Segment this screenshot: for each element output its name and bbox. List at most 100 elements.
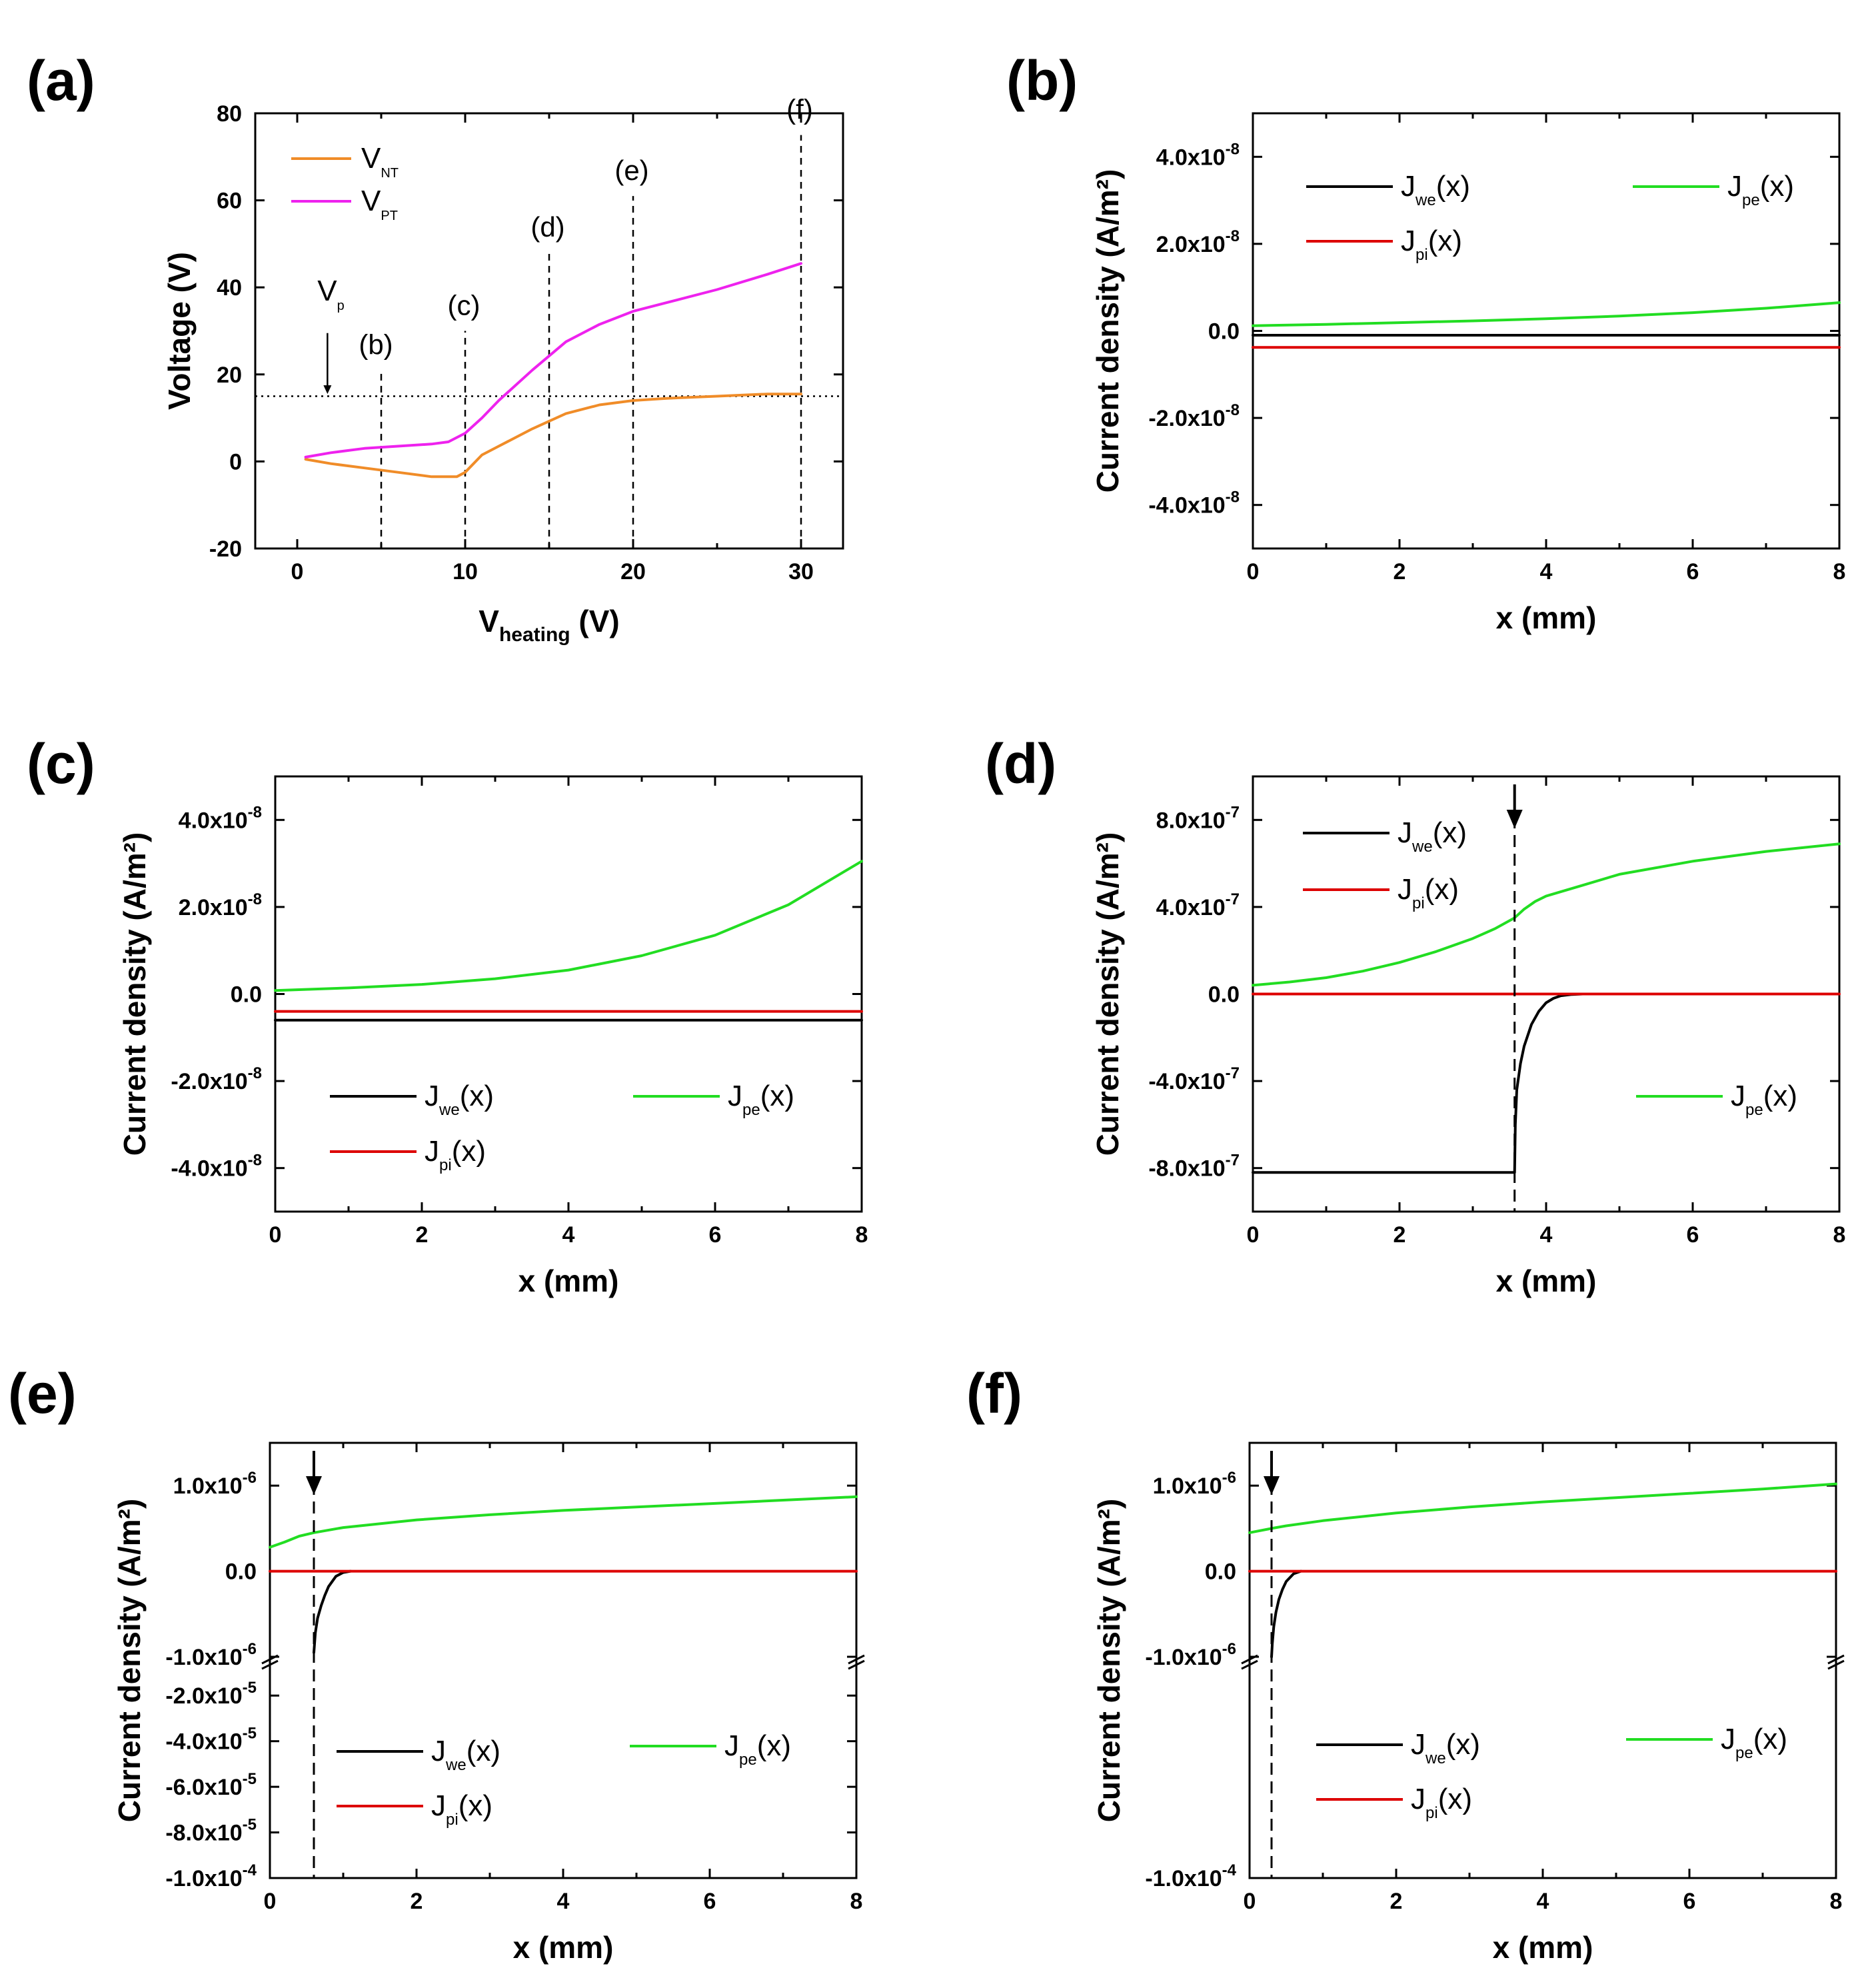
legend-name: J: [1401, 170, 1415, 203]
y-tick-mantissa: 4.0x10: [1156, 895, 1226, 920]
x-tick-label: 2: [416, 1222, 429, 1248]
legend-sub: pi: [439, 1156, 452, 1174]
legend-suffix: (x): [459, 1789, 492, 1822]
y-axis-label: Current density (A/m²): [117, 832, 152, 1156]
y-tick-label: 20: [217, 363, 242, 388]
axis-break-mark: [848, 1659, 865, 1670]
panel-label: (d): [985, 732, 1056, 795]
y-tick-mantissa: -4.0x10: [165, 1729, 242, 1755]
y-tick-label: 0: [229, 449, 242, 475]
legend-sub: pe: [1745, 1101, 1763, 1119]
chart-panel-e: (e)0 2 4 6 81.0x10-60.0-1.0x10-6-2.0x10-5-4.…: [8, 1362, 865, 1965]
legend-name: J: [425, 1135, 439, 1168]
legend-suffix: (x): [1438, 1783, 1472, 1815]
legend-suffix: (x): [1760, 170, 1794, 203]
legend-label: Jpe(x): [728, 1080, 794, 1119]
legend-label: Jpi(x): [1411, 1783, 1472, 1822]
y-tick-mantissa: -1.0x10: [165, 1645, 242, 1670]
chart-panel-d: (d)0 2 4 6 88.0x10-74.0x10-70.0-4.0x10-7-8.0…: [985, 732, 1845, 1298]
x-tick-label: 6: [1687, 1222, 1699, 1248]
y-tick-mantissa: -1.0x10: [165, 1866, 242, 1891]
chart-panel-f: (f)0 2 4 6 81.0x10-60.0-1.0x10-6-1.0x10-4x (…: [966, 1362, 1845, 1965]
series-line-we: [313, 1569, 352, 1654]
series-line-we: [1252, 992, 1584, 1174]
y-tick-label: -8.0x10-7: [1148, 1152, 1240, 1182]
plot-frame: [269, 1442, 858, 1879]
legend-name: V: [361, 185, 381, 217]
legend-sub: we: [439, 1101, 460, 1119]
y-tick-mantissa: 1.0x10: [1153, 1474, 1222, 1499]
x-tick-label: 2: [1394, 559, 1406, 584]
panel-label: (e): [8, 1362, 77, 1425]
y-tick-exponent: -5: [243, 1679, 257, 1697]
panel-label: (b): [1006, 49, 1078, 112]
x-axis-label: x (mm): [518, 1264, 619, 1298]
panel-label: (f): [966, 1362, 1022, 1425]
annotation-sub: p: [337, 299, 345, 313]
series-line-pe: [1252, 842, 1841, 987]
x-tick-label: 8: [856, 1222, 868, 1248]
series-line-pe: [274, 860, 863, 992]
legend-label: Jpi(x): [1401, 225, 1462, 264]
x-tick-label: 0: [264, 1889, 277, 1914]
y-axis-label: Current density (A/m²): [1090, 832, 1125, 1156]
x-axis-label: x (mm): [1496, 600, 1597, 635]
legend-sub: we: [1415, 191, 1436, 209]
x-tick-label: 8: [1833, 559, 1846, 584]
legend-sub: we: [445, 1756, 467, 1774]
y-tick-exponent: -4: [1222, 1861, 1237, 1879]
y-tick-label: -2.0x10-8: [1148, 401, 1240, 431]
y-tick-exponent: -6: [1222, 1640, 1236, 1658]
marker-label: (e): [614, 155, 648, 186]
x-tick-label: 8: [1833, 1222, 1846, 1248]
legend-name: J: [1401, 225, 1415, 257]
legend-suffix: (x): [1436, 170, 1470, 203]
y-tick-label: -4.0x10-8: [1148, 489, 1240, 518]
panel-label: (a): [27, 49, 95, 112]
y-tick-mantissa: 1.0x10: [173, 1474, 243, 1499]
x-axis-label-sub: heating: [499, 624, 570, 646]
x-tick-label: 0: [291, 559, 304, 584]
x-tick-label: 2: [1394, 1222, 1406, 1248]
y-tick-exponent: -8: [1226, 489, 1240, 506]
legend-suffix: (x): [460, 1080, 494, 1112]
legend-name: J: [431, 1735, 446, 1767]
chart-panel-a: (a) 0 10 20 30 -20 0 20 40 60 80 Vheating (V) Voltag…: [27, 49, 844, 646]
y-tick-label: 60: [217, 189, 242, 214]
legend-label: Jwe(x): [1411, 1728, 1480, 1767]
series-line-NT: [304, 393, 802, 479]
x-tick-label: 0: [1247, 1222, 1260, 1248]
y-tick-mantissa: 8.0x10: [1156, 808, 1226, 833]
y-tick-mantissa: -8.0x10: [1148, 1156, 1225, 1182]
legend-label: Jpe(x): [1727, 170, 1794, 209]
y-tick-mantissa: 0.0: [231, 982, 262, 1008]
legend-name: J: [425, 1080, 439, 1112]
y-tick-exponent: -8: [248, 1064, 262, 1082]
y-tick-mantissa: -8.0x10: [165, 1821, 242, 1846]
chart-panel-c: (c)0 2 4 6 84.0x10-82.0x10-80.0-2.0x10-8-4.0…: [27, 732, 868, 1298]
x-tick-label: 30: [788, 559, 814, 584]
y-tick-label: -2.0x10-8: [171, 1064, 262, 1094]
x-tick-label: 6: [709, 1222, 722, 1248]
y-tick-exponent: -4: [243, 1861, 257, 1879]
y-tick-mantissa: 2.0x10: [179, 895, 248, 920]
series-line-pe: [1248, 1482, 1837, 1534]
y-tick-exponent: -8: [248, 1152, 262, 1170]
x-tick-label: 2: [411, 1889, 423, 1914]
legend-label: Jwe(x): [1398, 816, 1467, 856]
legend-name: J: [1398, 816, 1412, 849]
legend-suffix: (x): [467, 1735, 500, 1767]
axis-break-mark: [1241, 1659, 1258, 1670]
x-tick-label: 4: [562, 1222, 575, 1248]
legend-sub: we: [1425, 1749, 1446, 1767]
y-tick-label: -6.0x10-5: [165, 1770, 257, 1800]
y-tick-exponent: -6: [243, 1640, 257, 1658]
y-tick-mantissa: 4.0x10: [1156, 145, 1226, 170]
chart-panel-b: (b)0 2 4 6 84.0x10-82.0x10-80.0-2.0x10-8-4.0…: [1006, 49, 1845, 635]
y-tick-label: -20: [209, 536, 242, 562]
y-axis-label: Current density (A/m²): [112, 1499, 147, 1823]
series-line-pe: [269, 1495, 858, 1549]
y-tick-exponent: -7: [1226, 1152, 1240, 1170]
y-tick-mantissa: 4.0x10: [179, 808, 248, 833]
